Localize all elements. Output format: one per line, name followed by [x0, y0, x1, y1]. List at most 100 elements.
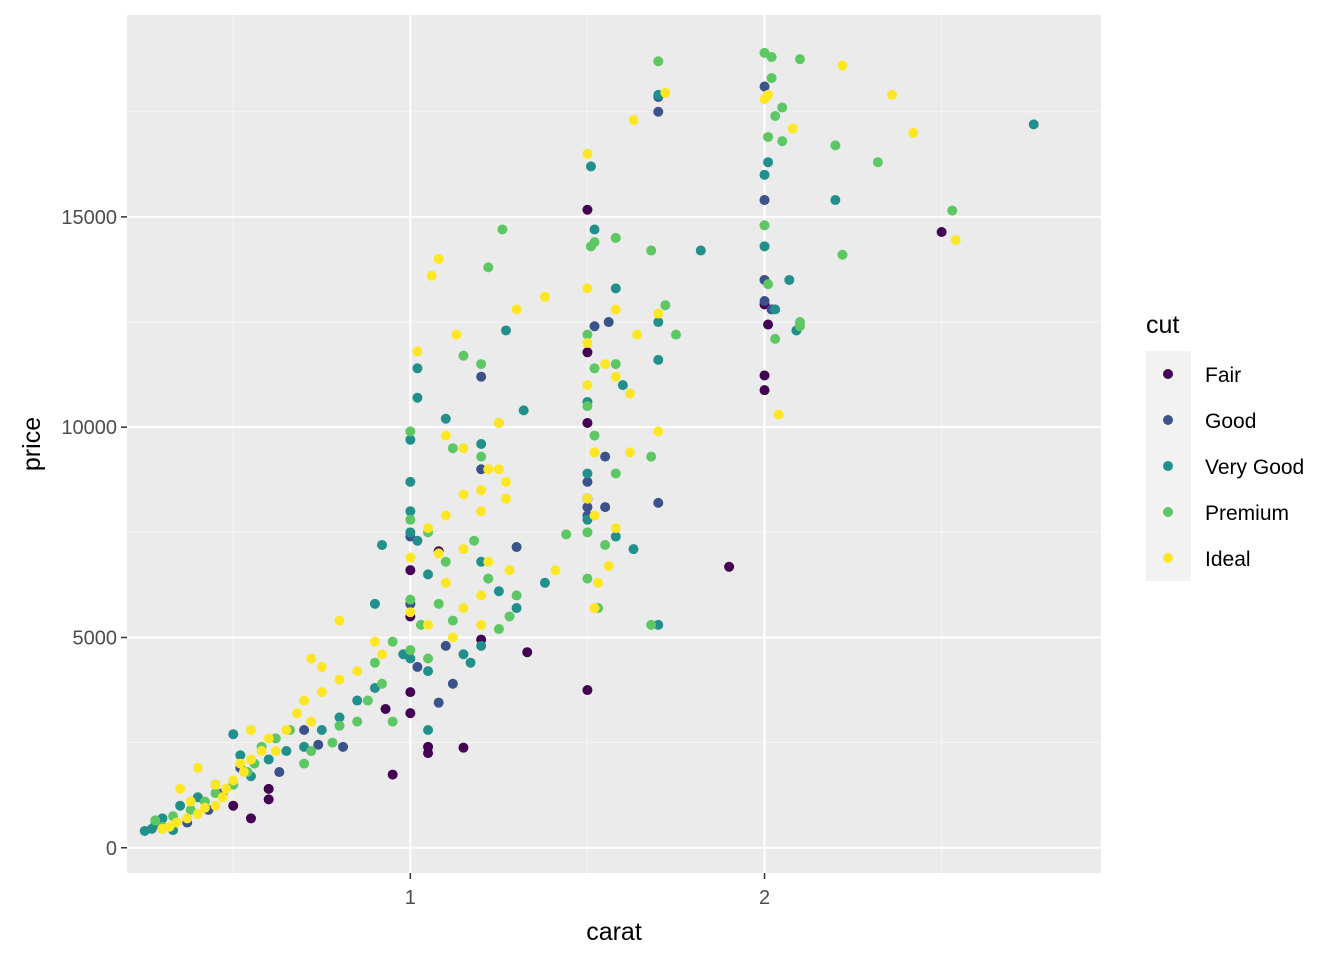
legend-key [1163, 415, 1173, 425]
data-point [759, 241, 770, 252]
data-point [235, 750, 246, 761]
data-point [784, 274, 795, 285]
data-point [423, 523, 434, 534]
data-point [600, 539, 611, 550]
data-point [146, 823, 157, 834]
data-point [423, 748, 434, 759]
data-point [175, 783, 186, 794]
data-point [405, 565, 416, 576]
data-point [582, 573, 593, 584]
data-point [589, 224, 600, 235]
data-point [175, 800, 186, 811]
data-point [483, 262, 494, 273]
data-point [405, 607, 416, 618]
data-point [539, 291, 550, 302]
data-point [763, 157, 774, 168]
data-point [763, 319, 774, 330]
data-point [653, 317, 664, 328]
data-point [624, 447, 635, 458]
data-point [589, 321, 600, 332]
data-point [263, 733, 274, 744]
data-point [770, 333, 781, 344]
data-point [440, 510, 451, 521]
data-point [483, 464, 494, 475]
data-point [1028, 119, 1039, 130]
data-point [511, 603, 522, 614]
data-point [610, 283, 621, 294]
data-point [405, 645, 416, 656]
data-point [610, 523, 621, 534]
data-point [192, 809, 203, 820]
data-point [228, 775, 239, 786]
data-point [458, 544, 469, 555]
data-point [493, 464, 504, 475]
data-point [582, 283, 593, 294]
data-point [405, 476, 416, 487]
data-point [763, 89, 774, 100]
data-point [610, 371, 621, 382]
data-point [632, 329, 643, 340]
legend-key [1163, 553, 1173, 563]
data-point [600, 451, 611, 462]
data-point [228, 729, 239, 740]
data-point [759, 220, 770, 231]
data-point [773, 409, 784, 420]
data-point [476, 590, 487, 601]
data-point [908, 127, 919, 138]
data-point [787, 123, 798, 134]
data-point [770, 110, 781, 121]
data-point [759, 195, 770, 206]
data-point [476, 464, 487, 475]
y-tick-label: 10000 [61, 417, 117, 439]
data-point [316, 661, 327, 672]
data-point [653, 619, 664, 630]
data-point [589, 510, 600, 521]
data-point [263, 794, 274, 805]
data-point [245, 725, 256, 735]
legend-key [1163, 369, 1173, 379]
data-point [440, 577, 451, 588]
data-point [440, 413, 451, 424]
data-point [483, 573, 494, 584]
data-point [299, 758, 310, 769]
data-point [476, 619, 487, 630]
data-point [585, 161, 596, 172]
legend-title: cut [1146, 311, 1179, 339]
data-point [458, 649, 469, 660]
data-point [458, 742, 469, 753]
data-point [245, 813, 256, 824]
data-point [334, 720, 345, 731]
data-point [210, 779, 221, 790]
data-point [522, 647, 533, 658]
data-point [465, 657, 476, 668]
data-point [469, 535, 480, 546]
data-point [600, 359, 611, 370]
data-point [387, 769, 398, 780]
data-point [670, 329, 681, 340]
data-point [476, 640, 487, 651]
data-point [423, 653, 434, 664]
data-point [458, 350, 469, 361]
data-point [593, 577, 604, 588]
data-point [352, 666, 363, 677]
data-point [476, 359, 487, 370]
data-point [426, 270, 437, 281]
data-point [281, 725, 292, 735]
data-point [582, 380, 593, 391]
legend: cut Fair Good Very Good Premium Ideal [1146, 311, 1304, 581]
data-point [199, 802, 210, 813]
data-point [759, 385, 770, 396]
x-tick-label: 2 [759, 887, 770, 909]
data-point [617, 380, 628, 391]
data-point [759, 169, 770, 180]
data-point [447, 632, 458, 643]
data-point [405, 506, 416, 517]
data-point [830, 140, 841, 151]
data-point [504, 565, 515, 576]
data-point [660, 87, 671, 98]
data-point [270, 733, 281, 744]
data-point [221, 783, 232, 794]
data-point [377, 678, 388, 689]
legend-entries: Fair Good Very Good Premium Ideal [1163, 364, 1304, 571]
data-point [511, 542, 522, 553]
